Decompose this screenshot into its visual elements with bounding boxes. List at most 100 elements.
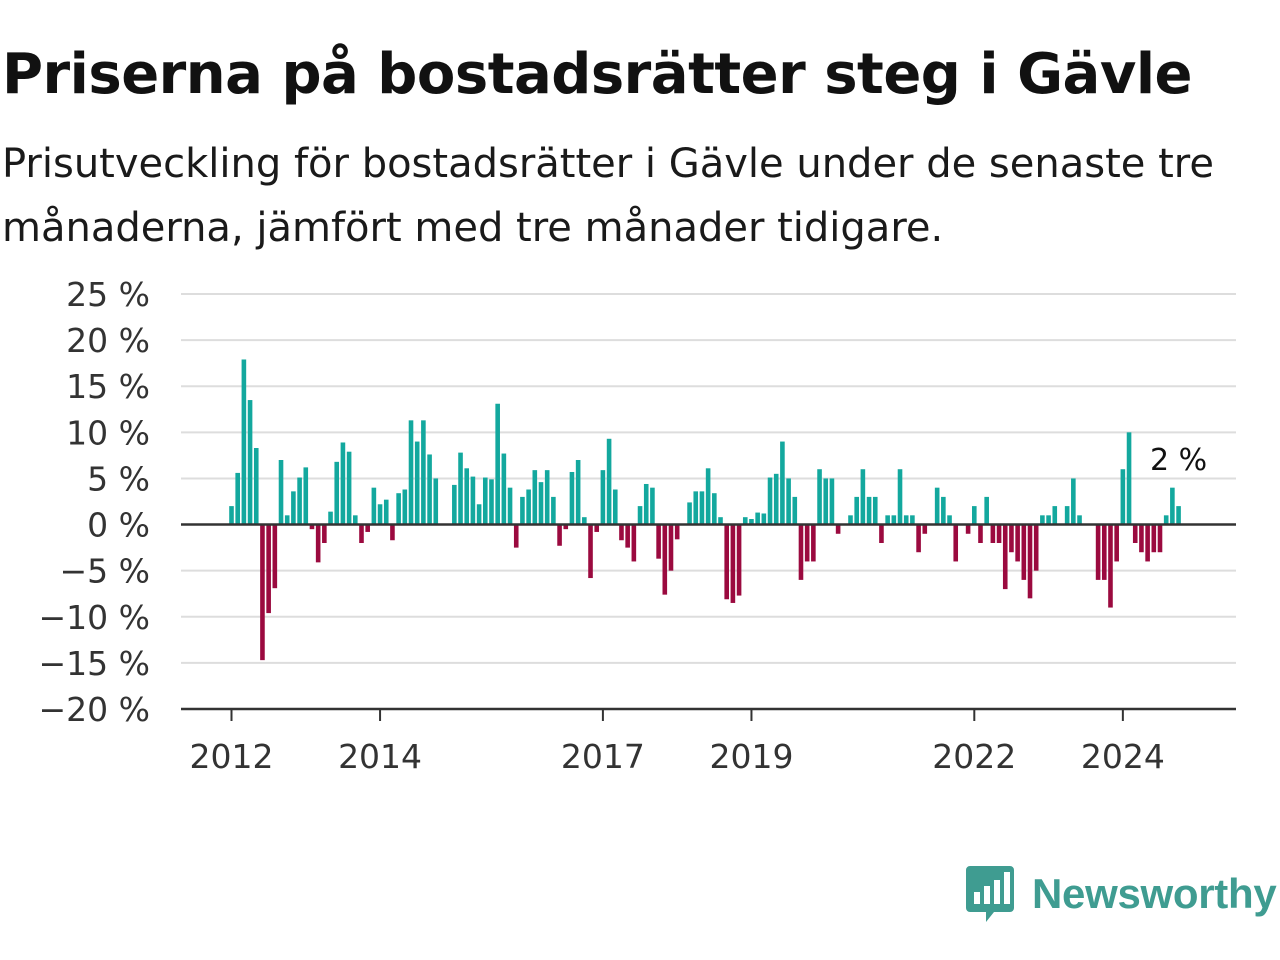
bar (1095, 524, 1101, 580)
y-tick-label: 0 % (87, 506, 150, 545)
bar (879, 524, 884, 543)
bar (470, 476, 476, 525)
bar (637, 506, 643, 525)
bar (594, 524, 600, 532)
bar (835, 524, 841, 534)
x-tick-label: 2019 (709, 737, 793, 776)
bar (513, 524, 519, 548)
bar (489, 479, 494, 525)
bar (1009, 524, 1014, 553)
bar (526, 489, 531, 525)
bar (569, 471, 575, 525)
x-tick-label: 2022 (932, 737, 1016, 776)
bar (476, 504, 482, 525)
bar (396, 493, 401, 525)
bar (1033, 524, 1039, 571)
bar (1064, 506, 1070, 525)
bar (718, 517, 723, 525)
bar (823, 478, 829, 525)
bar (742, 517, 748, 525)
bar (1114, 524, 1119, 562)
y-tick-label: 20 % (66, 321, 150, 360)
bar (538, 482, 544, 525)
newsworthy-logo: Newsworthy (964, 864, 1277, 924)
bar (1139, 524, 1144, 553)
bar (619, 524, 624, 541)
bar (897, 469, 903, 525)
bar (600, 470, 606, 525)
bar (792, 496, 798, 525)
bar (1002, 524, 1008, 590)
bar (724, 524, 729, 600)
bar (452, 484, 457, 525)
bar (1015, 524, 1020, 562)
bar (588, 524, 593, 579)
bar (402, 489, 408, 525)
bar (872, 496, 878, 525)
bar (965, 524, 971, 534)
bar (315, 524, 321, 563)
bar (563, 524, 569, 530)
bar (767, 477, 773, 525)
bar (910, 515, 915, 525)
y-axis-tick-labels: 25 % 20 % 15 % 10 % 5 % 0 % −5 % −10 % −15 % −20 … (39, 275, 151, 729)
y-tick-label: 15 % (66, 367, 150, 406)
bar (278, 460, 284, 525)
bar (687, 502, 692, 525)
bar (643, 483, 649, 525)
x-tick-label: 2017 (561, 737, 645, 776)
bar (266, 524, 271, 614)
x-tick-label: 2024 (1081, 737, 1165, 776)
bar (650, 487, 655, 525)
y-tick-label: −15 % (39, 644, 151, 683)
bar (482, 477, 488, 525)
bar (705, 468, 711, 525)
bar (1120, 469, 1126, 525)
bar (544, 470, 550, 525)
bar (817, 469, 822, 525)
y-tick-label: 5 % (87, 459, 150, 498)
bar (798, 524, 804, 580)
bar (978, 524, 983, 543)
bar (359, 524, 364, 543)
bar (303, 467, 309, 525)
bar (829, 478, 835, 525)
bar (891, 515, 897, 525)
bar (464, 468, 470, 525)
bar (786, 478, 791, 525)
bar (749, 519, 754, 525)
bar (353, 515, 358, 525)
bar (575, 460, 581, 525)
x-tick-label: 2012 (190, 737, 274, 776)
bar (390, 524, 395, 541)
bar (730, 524, 736, 603)
bar (346, 451, 352, 525)
y-tick-label: 25 % (66, 275, 150, 314)
bar (1052, 506, 1058, 525)
bar (1163, 515, 1169, 525)
bar (241, 359, 247, 525)
bar (606, 438, 612, 525)
bar (377, 504, 383, 525)
bar (934, 487, 940, 525)
bar (501, 453, 507, 525)
bar (1021, 524, 1027, 580)
bar (309, 524, 315, 530)
bar (284, 515, 290, 525)
bar (693, 491, 699, 525)
bar (699, 491, 705, 525)
last-value-label: 2 % (1150, 443, 1207, 478)
bar (674, 524, 680, 540)
bar (253, 448, 259, 525)
bar (631, 524, 637, 562)
bar (804, 524, 810, 562)
bar (736, 524, 742, 596)
bar (322, 524, 327, 543)
bar (458, 452, 463, 525)
bar (996, 524, 1002, 543)
bar (984, 496, 989, 525)
bar (1157, 524, 1163, 553)
bar (340, 442, 346, 525)
bar (495, 403, 500, 525)
bar (668, 524, 674, 571)
